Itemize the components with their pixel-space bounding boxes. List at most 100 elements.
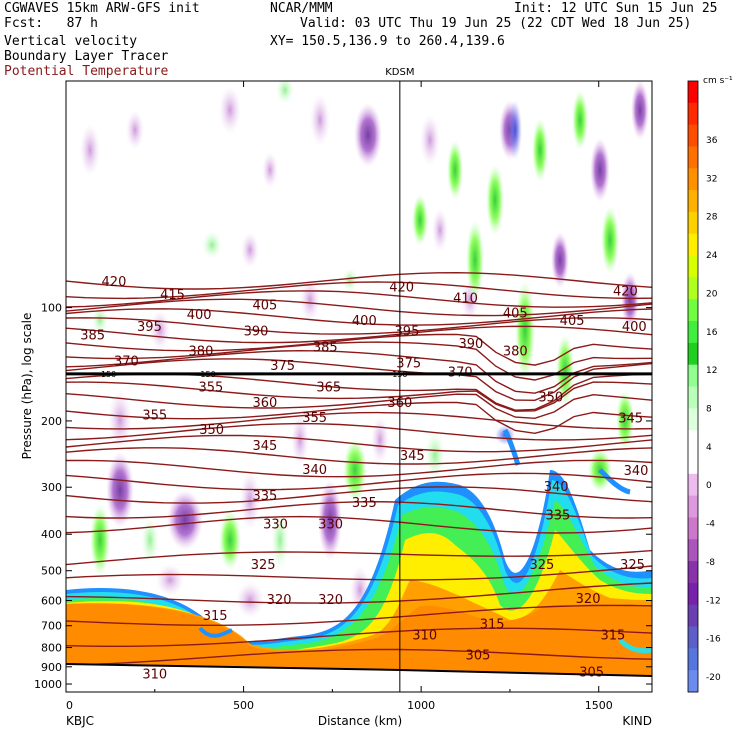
- theta-label: 390: [244, 324, 269, 339]
- theta-label: 355: [198, 380, 223, 395]
- x-axis-ticks: 0 500 1000 1500: [65, 81, 613, 712]
- theta-line: [66, 298, 652, 317]
- colorbar-tick-label: -20: [706, 673, 721, 683]
- model-title: CGWAVES 15km ARW-GFS init: [4, 1, 200, 16]
- right-endpoint-label: KIND: [622, 714, 652, 728]
- theta-label: 385: [80, 329, 105, 344]
- theta-label: 320: [576, 592, 601, 607]
- theta-label: 415: [160, 288, 185, 303]
- theta-label: 345: [618, 412, 643, 427]
- theta-line: [66, 447, 652, 465]
- y-tick-label: 400: [41, 528, 62, 541]
- theta-line: [66, 565, 652, 581]
- colorbar-swatch: [688, 539, 698, 562]
- left-endpoint-label: KBJC: [66, 714, 94, 728]
- colorbar-swatch: [688, 670, 698, 693]
- colorbar-swatch: [688, 321, 698, 344]
- theta-label: 330: [263, 518, 288, 533]
- y-tick-label: 200: [41, 415, 62, 428]
- theta-label: 400: [187, 308, 212, 323]
- colorbar-tick-label: -16: [706, 635, 721, 645]
- theta-label: 405: [252, 298, 277, 313]
- colorbar-tick-label: 36: [706, 136, 718, 146]
- theta-line: [66, 317, 652, 335]
- x-axis-label: Distance (km): [318, 714, 402, 728]
- colorbar-swatch: [688, 233, 698, 257]
- x-tick-label: 0: [66, 699, 73, 712]
- colorbar-swatch: [688, 168, 698, 191]
- theta-line: [66, 549, 652, 566]
- field-vertical-velocity: Vertical velocity: [4, 34, 138, 49]
- colorbar-tick-label: -12: [706, 596, 721, 606]
- y-tick-label: 300: [41, 481, 62, 494]
- theta-label: 330: [318, 518, 343, 533]
- theta-label: 315: [601, 628, 626, 643]
- theta-label: 335: [545, 509, 570, 524]
- colorbar-tick-label: -8: [706, 558, 715, 568]
- theta-label: 345: [252, 439, 277, 454]
- theta-label: 340: [302, 463, 327, 478]
- colorbar-tick-label: 12: [706, 366, 717, 376]
- theta-label: 335: [252, 489, 277, 504]
- theta-label: 325: [251, 558, 276, 573]
- theta-label: 395: [395, 324, 420, 339]
- theta-label: 360: [252, 396, 277, 411]
- theta-line: [66, 627, 652, 647]
- colorbar-swatch: [688, 430, 698, 453]
- colorbar-tick-label: 0: [706, 481, 712, 491]
- theta-line: [66, 500, 652, 519]
- reference-line-label-0: 150: [101, 370, 116, 379]
- colorbar-tick-label: 32: [706, 174, 717, 184]
- y-tick-label: 600: [41, 595, 62, 608]
- colorbar-swatch: [688, 495, 698, 518]
- theta-line: [66, 333, 652, 366]
- organization-label: NCAR/MMM: [270, 1, 333, 16]
- colorbar-swatch: [688, 124, 698, 147]
- theta-label: 350: [538, 390, 563, 405]
- colorbar-swatch: [688, 582, 698, 606]
- x-tick-label: 1000: [407, 699, 435, 712]
- y-tick-label: 900: [41, 661, 62, 674]
- theta-label: 385: [313, 341, 338, 356]
- colorbar-swatch: [688, 408, 698, 431]
- colorbar-swatch: [688, 190, 698, 213]
- colorbar-units: cm s⁻¹: [703, 76, 733, 86]
- colorbar-tick-label: -4: [706, 520, 715, 530]
- y-axis-label: Pressure (hPa), log scale: [20, 313, 34, 460]
- theta-label: 355: [142, 408, 167, 423]
- theta-line: [66, 486, 652, 504]
- theta-label: 315: [203, 609, 228, 624]
- theta-label: 405: [503, 306, 528, 321]
- theta-label: 390: [458, 337, 483, 352]
- theta-line: [66, 648, 652, 666]
- theta-line: [66, 472, 652, 491]
- theta-label: 320: [267, 593, 292, 608]
- y-tick-label: 700: [41, 620, 62, 633]
- theta-line: [66, 393, 652, 420]
- theta-label: 370: [114, 354, 139, 369]
- theta-label: 375: [396, 357, 421, 372]
- theta-line: [66, 604, 652, 626]
- theta-label: 420: [389, 281, 414, 296]
- theta-label: 305: [466, 649, 491, 664]
- y-tick-label: 1000: [34, 678, 62, 691]
- colorbar-swatch: [688, 517, 698, 540]
- theta-label: 350: [199, 423, 224, 438]
- theta-label: 405: [560, 314, 585, 329]
- theta-contour-lines: [66, 271, 652, 682]
- cross-section-endpoints: XY= 150.5,136.9 to 260.4,139.6: [270, 34, 505, 49]
- theta-line: [66, 381, 652, 412]
- theta-line: [66, 308, 652, 326]
- theta-label: 325: [620, 558, 645, 573]
- colorbar-swatch: [688, 648, 698, 671]
- theta-label: 420: [102, 275, 127, 290]
- colorbar-swatch: [688, 102, 698, 126]
- theta-label: 365: [316, 380, 341, 395]
- colorbar-swatch: [688, 451, 698, 475]
- colorbar-swatch: [688, 364, 698, 387]
- theta-line: [66, 358, 652, 402]
- colorbar-tick-label: 24: [706, 251, 718, 261]
- station-marker-label: KDSM: [385, 67, 414, 78]
- colorbar-swatch: [688, 277, 698, 300]
